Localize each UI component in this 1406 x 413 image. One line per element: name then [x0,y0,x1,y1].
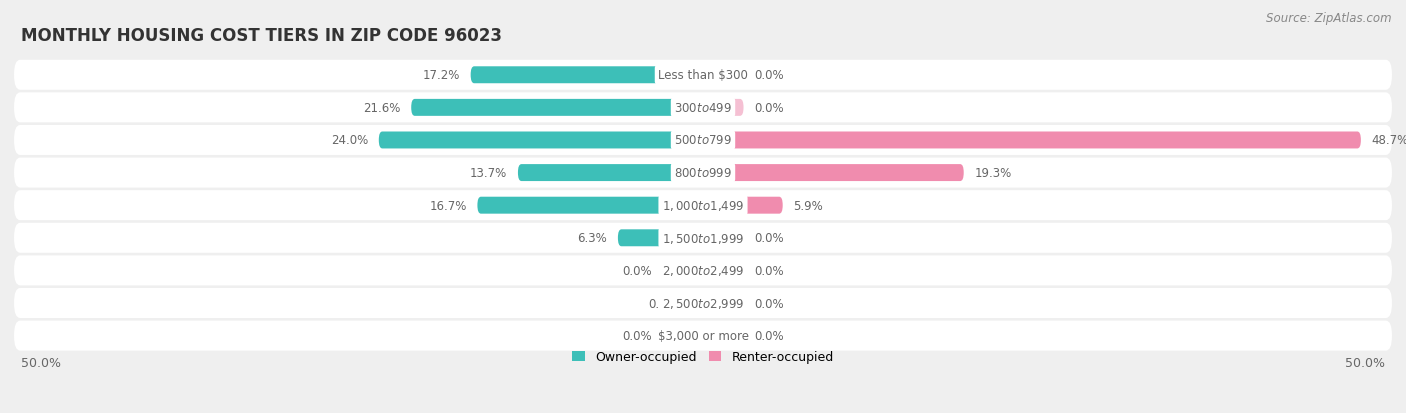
Text: 0.0%: 0.0% [755,102,785,114]
FancyBboxPatch shape [617,230,703,247]
FancyBboxPatch shape [14,126,1392,156]
Text: 0.0%: 0.0% [755,232,785,244]
Text: 16.7%: 16.7% [429,199,467,212]
FancyBboxPatch shape [14,61,1392,90]
FancyBboxPatch shape [703,328,744,344]
FancyBboxPatch shape [662,328,703,344]
FancyBboxPatch shape [14,223,1392,253]
FancyBboxPatch shape [696,295,703,312]
FancyBboxPatch shape [14,158,1392,188]
FancyBboxPatch shape [703,295,744,312]
FancyBboxPatch shape [662,262,703,279]
Text: 24.0%: 24.0% [330,134,368,147]
Legend: Owner-occupied, Renter-occupied: Owner-occupied, Renter-occupied [572,351,834,363]
Text: 48.7%: 48.7% [1372,134,1406,147]
FancyBboxPatch shape [478,197,703,214]
Text: 0.0%: 0.0% [621,329,651,342]
Text: 13.7%: 13.7% [470,167,508,180]
FancyBboxPatch shape [517,165,703,182]
Text: $300 to $499: $300 to $499 [673,102,733,114]
FancyBboxPatch shape [14,256,1392,286]
FancyBboxPatch shape [703,262,744,279]
FancyBboxPatch shape [378,132,703,149]
Text: 50.0%: 50.0% [1346,356,1385,369]
Text: 0.0%: 0.0% [755,69,785,82]
FancyBboxPatch shape [411,100,703,116]
Text: Less than $300: Less than $300 [658,69,748,82]
FancyBboxPatch shape [703,100,744,116]
FancyBboxPatch shape [703,230,744,247]
Text: 5.9%: 5.9% [793,199,824,212]
Text: 0.0%: 0.0% [755,297,785,310]
Text: $2,000 to $2,499: $2,000 to $2,499 [662,264,744,278]
FancyBboxPatch shape [703,165,963,182]
Text: 21.6%: 21.6% [363,102,401,114]
FancyBboxPatch shape [14,93,1392,123]
Text: $1,500 to $1,999: $1,500 to $1,999 [662,231,744,245]
Text: $800 to $999: $800 to $999 [673,167,733,180]
FancyBboxPatch shape [14,321,1392,351]
FancyBboxPatch shape [703,132,1361,149]
Text: $1,000 to $1,499: $1,000 to $1,499 [662,199,744,213]
Text: MONTHLY HOUSING COST TIERS IN ZIP CODE 96023: MONTHLY HOUSING COST TIERS IN ZIP CODE 9… [21,27,502,45]
FancyBboxPatch shape [14,288,1392,318]
FancyBboxPatch shape [14,191,1392,221]
FancyBboxPatch shape [703,67,744,84]
Text: 0.0%: 0.0% [755,329,785,342]
Text: 19.3%: 19.3% [974,167,1012,180]
Text: 17.2%: 17.2% [422,69,460,82]
Text: 0.0%: 0.0% [755,264,785,277]
Text: 0.55%: 0.55% [648,297,685,310]
Text: $3,000 or more: $3,000 or more [658,329,748,342]
Text: 50.0%: 50.0% [21,356,60,369]
Text: $2,500 to $2,999: $2,500 to $2,999 [662,296,744,310]
Text: 0.0%: 0.0% [621,264,651,277]
Text: 6.3%: 6.3% [578,232,607,244]
FancyBboxPatch shape [703,197,783,214]
Text: $500 to $799: $500 to $799 [673,134,733,147]
FancyBboxPatch shape [471,67,703,84]
Text: Source: ZipAtlas.com: Source: ZipAtlas.com [1267,12,1392,25]
